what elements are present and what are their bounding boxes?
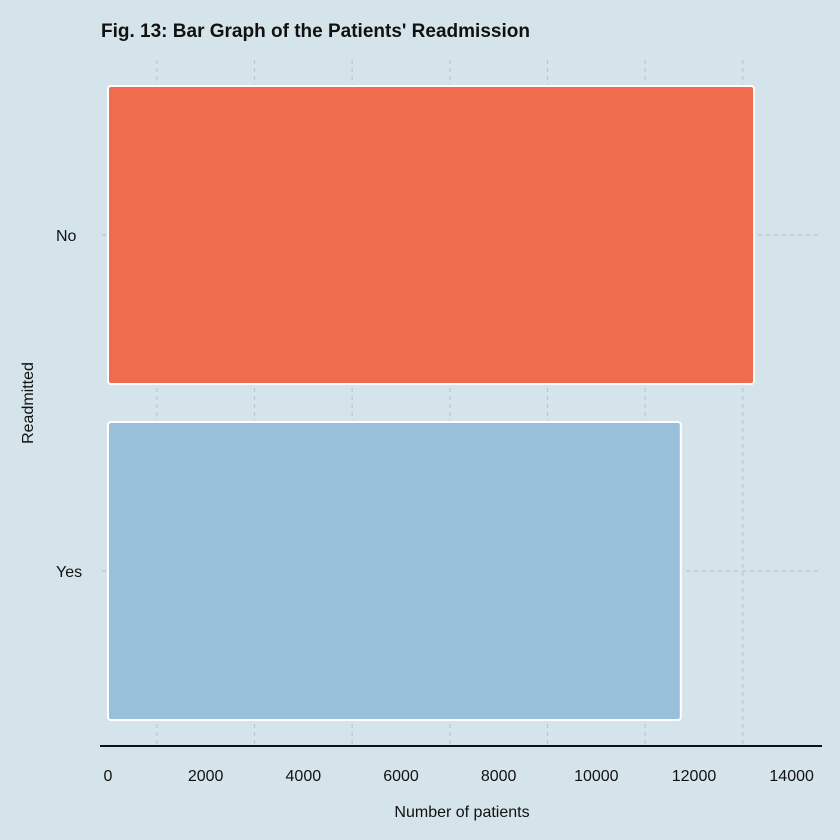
x-tick-label: 14000 — [769, 768, 814, 785]
chart-title: Fig. 13: Bar Graph of the Patients' Read… — [101, 21, 530, 42]
x-tick-label: 0 — [104, 768, 113, 785]
y-axis-label: Readmitted — [20, 362, 37, 444]
x-tick-label: 4000 — [286, 768, 322, 785]
x-tick-label: 2000 — [188, 768, 224, 785]
y-tick-label: Yes — [56, 564, 82, 581]
x-axis-label: Number of patients — [394, 804, 529, 821]
x-tick-label: 8000 — [481, 768, 517, 785]
bar-yes — [107, 421, 682, 721]
x-tick-label: 10000 — [574, 768, 619, 785]
x-tick-label: 6000 — [383, 768, 419, 785]
x-tick-label: 12000 — [672, 768, 717, 785]
y-tick-label: No — [56, 228, 77, 245]
x-axis: 0 2000 4000 6000 8000 10000 12000 14000 — [100, 745, 822, 785]
y-axis-ticks: No Yes — [56, 228, 82, 581]
bars — [107, 85, 756, 721]
bar-no — [107, 85, 756, 385]
